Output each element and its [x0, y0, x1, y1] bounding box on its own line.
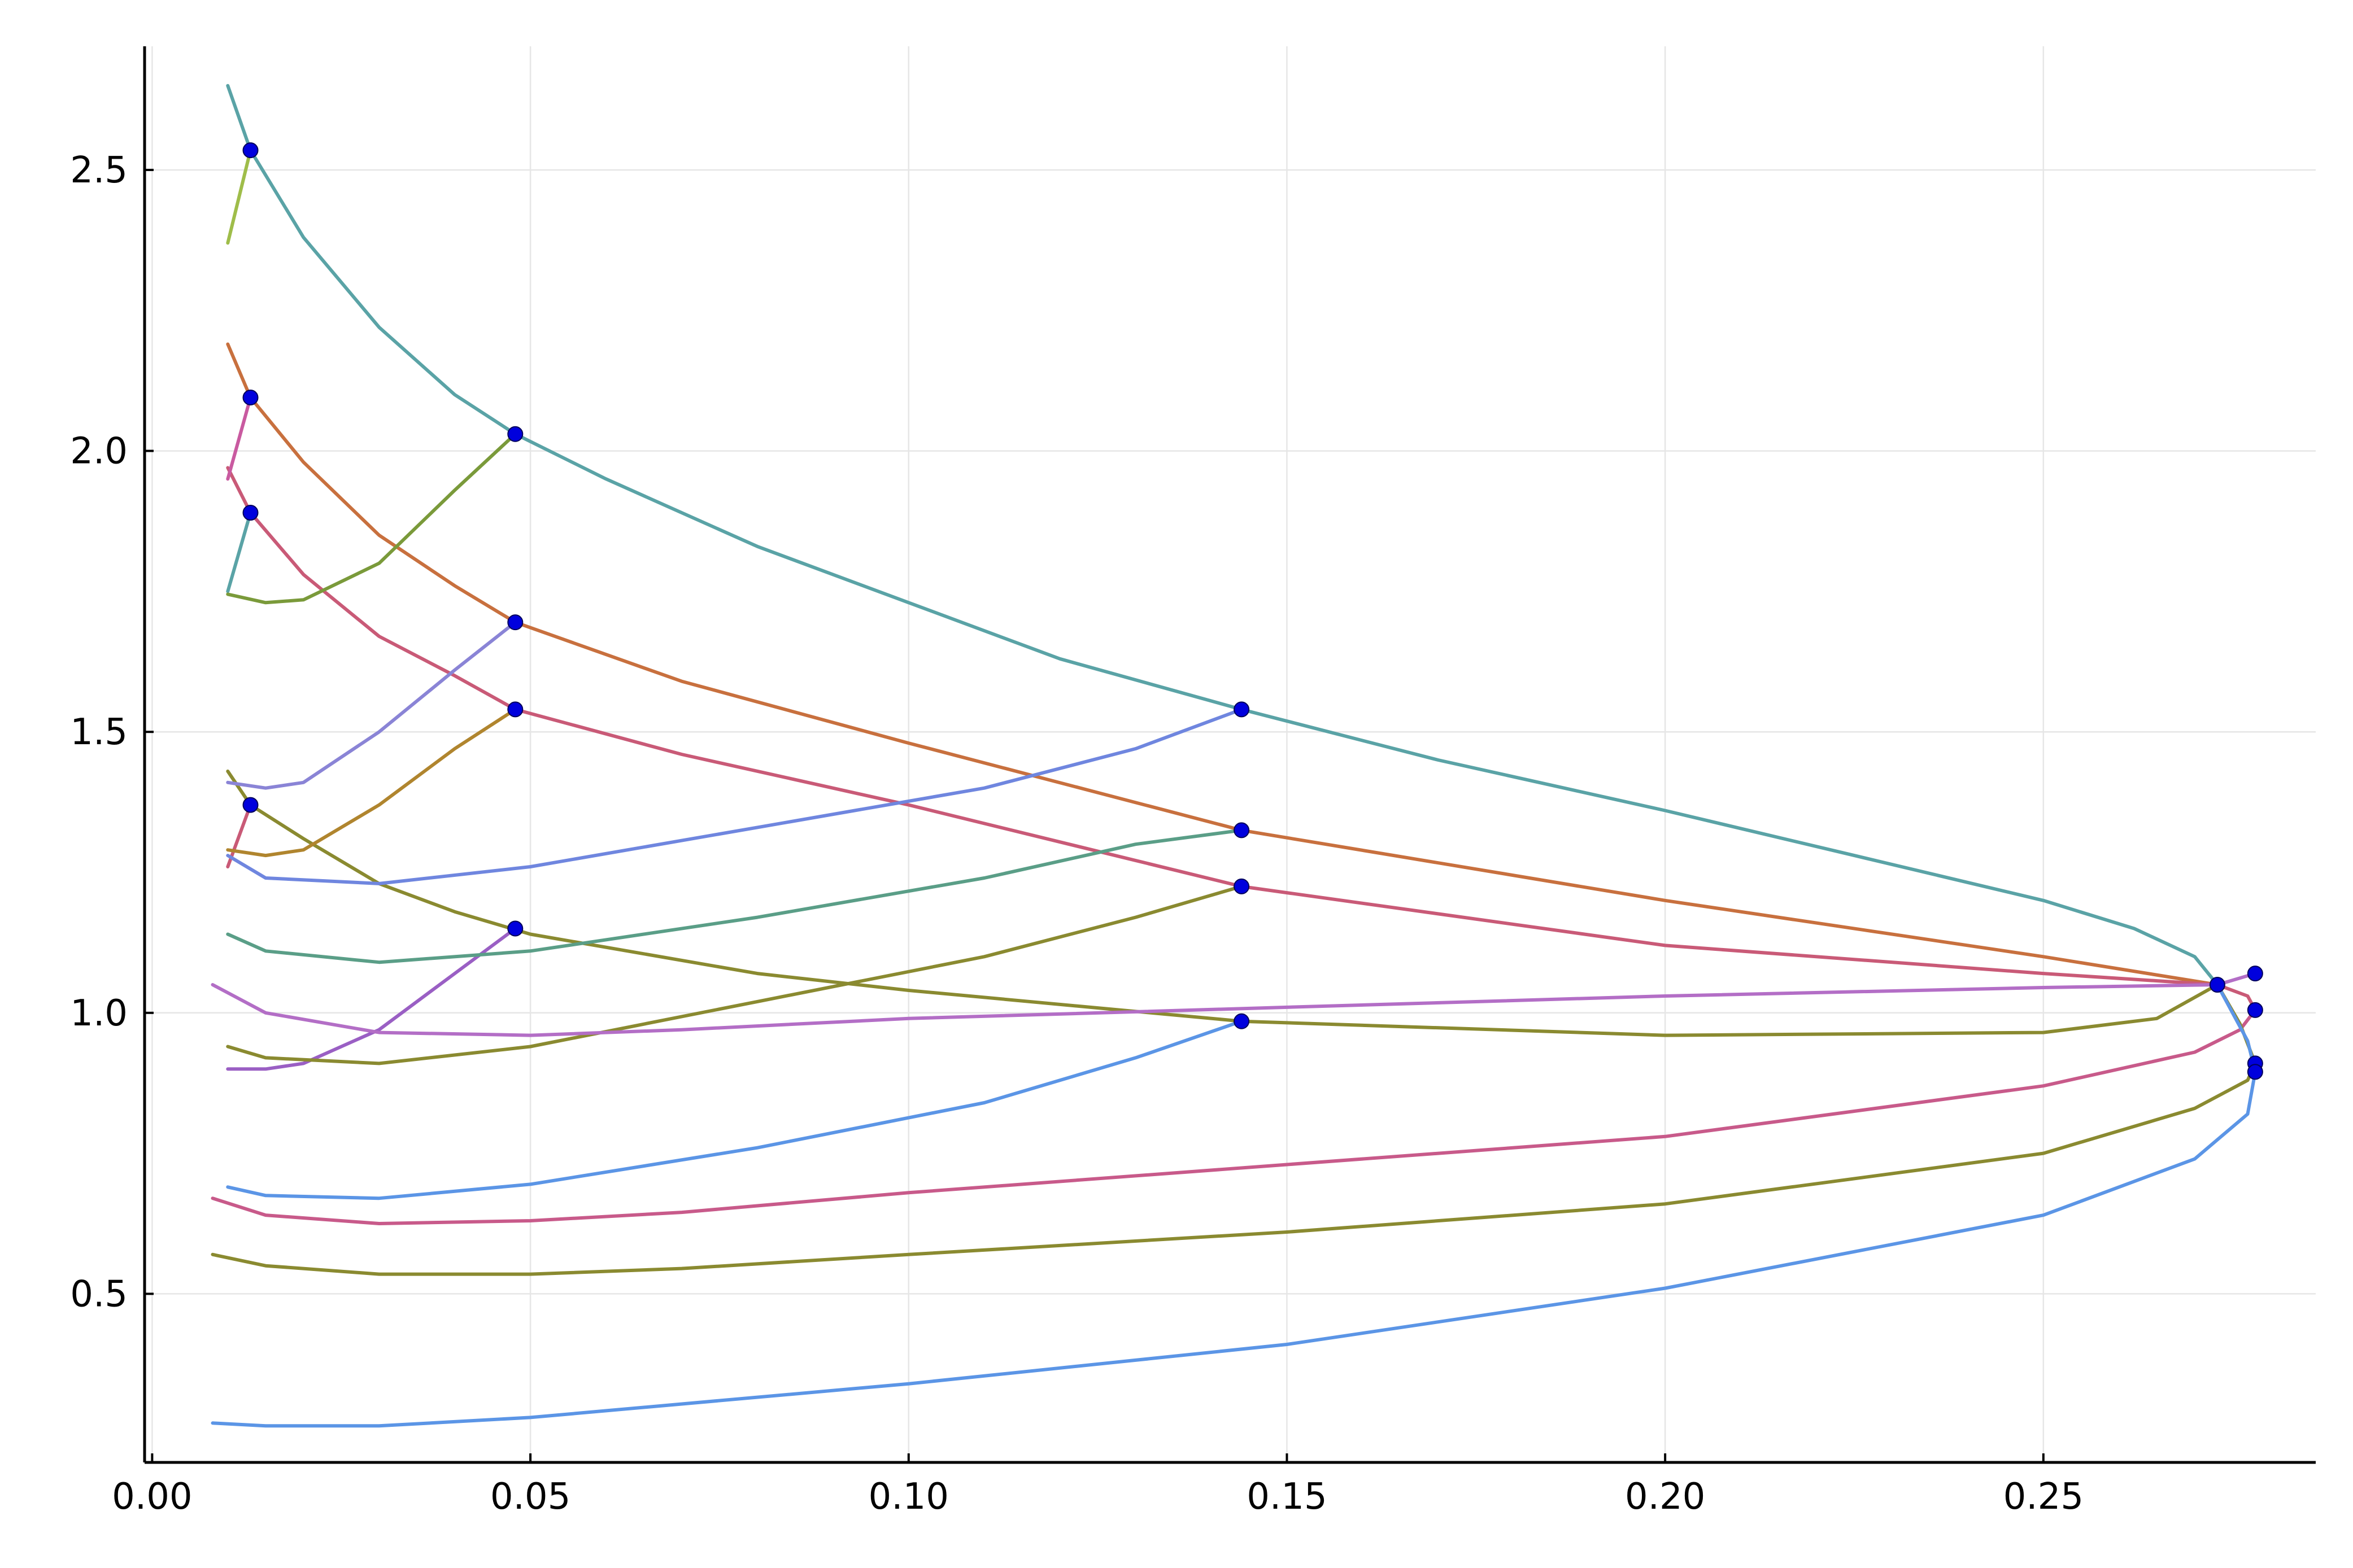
axes [143, 46, 2316, 1464]
series-line-14 [226, 884, 1244, 1065]
series-line-11 [226, 927, 517, 1071]
y-tick-label-4: 2.5 [70, 150, 128, 191]
marker-point-13 [2247, 966, 2263, 982]
series-group [211, 84, 2257, 1428]
x-tick-label-0: 0.00 [112, 1476, 193, 1518]
x-tick-label-4: 0.20 [1625, 1476, 1706, 1518]
marker-point-11 [1234, 1013, 1250, 1029]
marker-point-4 [507, 426, 524, 442]
x-axis-ticks: 0.00 0.05 0.10 0.15 0.20 0.25 [112, 1453, 2084, 1518]
y-tick-label-1: 1.0 [70, 993, 128, 1034]
series-line-10 [226, 707, 517, 858]
marker-point-5 [507, 614, 524, 631]
marker-group [242, 142, 2263, 1080]
series-line-4 [226, 148, 252, 245]
y-axis-ticks: 0.5 1.0 1.5 2.0 2.5 [70, 150, 154, 1315]
series-line-15 [226, 1019, 1244, 1200]
y-tick-label-0: 0.5 [70, 1273, 128, 1315]
series-line-12 [226, 707, 1244, 885]
marker-point-0 [242, 142, 259, 159]
marker-point-12 [2209, 977, 2225, 993]
series-line-3 [226, 769, 2219, 1037]
grid-lines [145, 46, 2316, 1462]
marker-point-3 [242, 797, 259, 813]
series-line-8 [226, 432, 517, 605]
series-line-2 [226, 466, 2219, 986]
series-line-1 [226, 342, 2219, 986]
marker-point-1 [242, 390, 259, 406]
marker-point-14 [2247, 1002, 2263, 1018]
x-tick-label-5: 0.25 [2003, 1476, 2084, 1518]
marker-point-16 [2247, 1064, 2263, 1080]
series-line-6 [226, 511, 252, 593]
marker-point-7 [507, 920, 524, 937]
x-tick-label-2: 0.10 [869, 1476, 949, 1518]
marker-point-8 [1234, 701, 1250, 718]
series-line-0 [226, 84, 2219, 986]
series-line-13 [226, 828, 1244, 964]
marker-point-9 [1234, 822, 1250, 838]
marker-point-10 [1234, 878, 1250, 894]
x-tick-label-3: 0.15 [1247, 1476, 1327, 1518]
y-tick-label-3: 2.0 [70, 431, 128, 473]
x-tick-label-1: 0.05 [490, 1476, 571, 1518]
series-line-9 [226, 621, 517, 790]
marker-point-6 [507, 701, 524, 718]
series-line-5 [226, 396, 252, 481]
series-line-18 [211, 1062, 2257, 1276]
y-tick-label-2: 1.5 [70, 711, 128, 753]
series-line-16 [211, 972, 2257, 1037]
series-line-19 [211, 1070, 2257, 1428]
marker-point-2 [242, 505, 259, 521]
series-line-17 [211, 1008, 2257, 1225]
